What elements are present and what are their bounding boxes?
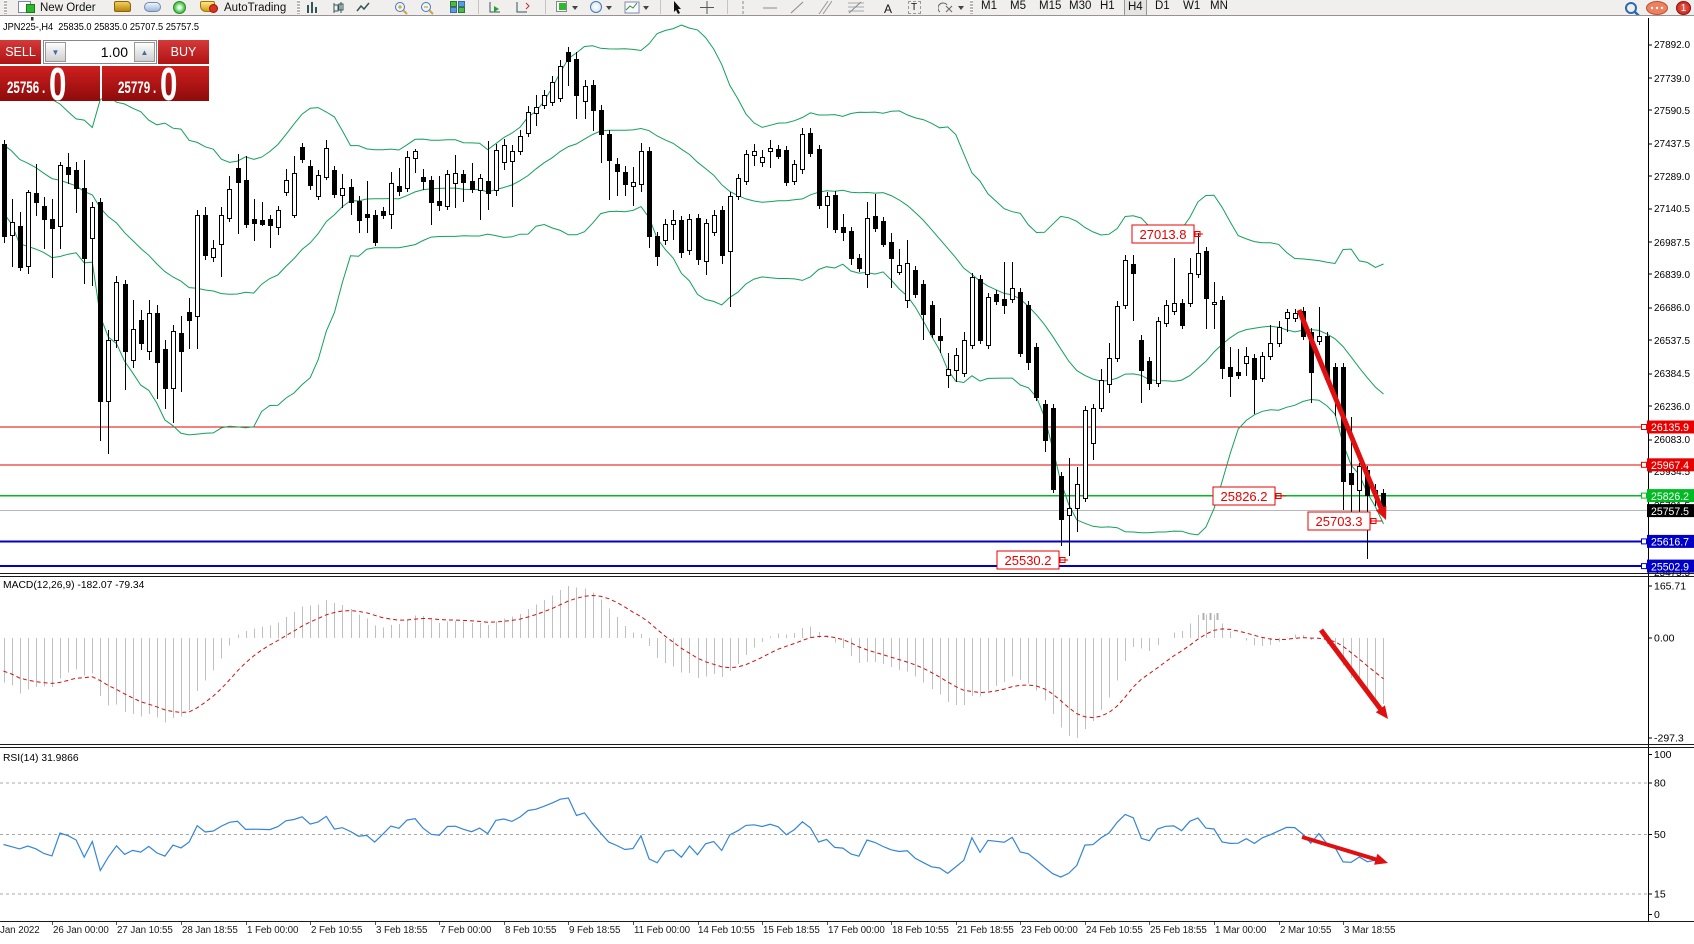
svg-text:15 Feb 18:55: 15 Feb 18:55 (763, 925, 820, 936)
svg-text:15: 15 (1654, 888, 1666, 900)
svg-text:100: 100 (1654, 749, 1672, 761)
svg-text:25502.9: 25502.9 (1651, 561, 1689, 573)
svg-text:11 Feb 00:00: 11 Feb 00:00 (634, 925, 691, 936)
svg-text:7 Feb 00:00: 7 Feb 00:00 (440, 925, 492, 936)
svg-text:MACD(12,26,9) -182.07 -79.34: MACD(12,26,9) -182.07 -79.34 (3, 580, 145, 591)
svg-text:24 Feb 10:55: 24 Feb 10:55 (1086, 925, 1143, 936)
svg-text:25 Feb 18:55: 25 Feb 18:55 (1150, 925, 1207, 936)
svg-text:25967.4: 25967.4 (1651, 460, 1689, 472)
svg-text:Jan 2022: Jan 2022 (0, 925, 40, 936)
svg-text:27140.5: 27140.5 (1654, 203, 1690, 215)
svg-text:18 Feb 10:55: 18 Feb 10:55 (892, 925, 949, 936)
svg-text:JPN225-,H4 25835.0 25835.0 25: JPN225-,H4 25835.0 25835.0 25707.5 25757… (3, 22, 199, 33)
svg-text:26 Jan 00:00: 26 Jan 00:00 (53, 925, 109, 936)
svg-text:26135.9: 26135.9 (1651, 422, 1689, 434)
svg-text:0.00: 0.00 (1654, 633, 1675, 645)
svg-text:25616.7: 25616.7 (1651, 537, 1689, 549)
svg-text:RSI(14) 31.9866: RSI(14) 31.9866 (3, 753, 79, 764)
svg-text:1 Feb 00:00: 1 Feb 00:00 (247, 925, 299, 936)
svg-text:25530.2: 25530.2 (1005, 553, 1052, 568)
svg-text:21 Feb 18:55: 21 Feb 18:55 (957, 925, 1014, 936)
svg-text:26236.0: 26236.0 (1654, 401, 1690, 413)
svg-text:26384.5: 26384.5 (1654, 368, 1690, 380)
svg-text:27013.8: 27013.8 (1140, 227, 1187, 242)
svg-text:27289.0: 27289.0 (1654, 171, 1690, 183)
svg-text:2 Feb 10:55: 2 Feb 10:55 (311, 925, 363, 936)
svg-text:80: 80 (1654, 778, 1666, 790)
svg-text:26537.5: 26537.5 (1654, 335, 1690, 347)
svg-text:27 Jan 10:55: 27 Jan 10:55 (117, 925, 173, 936)
svg-text:14 Feb 10:55: 14 Feb 10:55 (698, 925, 755, 936)
svg-text:26839.0: 26839.0 (1654, 269, 1690, 281)
svg-text:26987.5: 26987.5 (1654, 237, 1690, 249)
svg-text:25703.3: 25703.3 (1316, 514, 1363, 529)
svg-text:17 Feb 00:00: 17 Feb 00:00 (828, 925, 885, 936)
svg-text:27590.5: 27590.5 (1654, 105, 1690, 117)
svg-text:26686.0: 26686.0 (1654, 302, 1690, 314)
svg-text:26083.0: 26083.0 (1654, 434, 1690, 446)
svg-text:8 Feb 10:55: 8 Feb 10:55 (505, 925, 557, 936)
svg-text:3 Mar 18:55: 3 Mar 18:55 (1344, 925, 1396, 936)
svg-text:27739.0: 27739.0 (1654, 73, 1690, 85)
svg-text:9 Feb 18:55: 9 Feb 18:55 (569, 925, 621, 936)
svg-text:25826.2: 25826.2 (1221, 489, 1268, 504)
svg-text:27437.5: 27437.5 (1654, 138, 1690, 150)
svg-text:25757.5: 25757.5 (1651, 506, 1689, 518)
svg-text:165.71: 165.71 (1654, 581, 1686, 593)
svg-text:27892.0: 27892.0 (1654, 39, 1690, 51)
svg-text:1 Mar 00:00: 1 Mar 00:00 (1215, 925, 1267, 936)
svg-text:28 Jan 18:55: 28 Jan 18:55 (182, 925, 238, 936)
svg-text:-297.3: -297.3 (1654, 733, 1684, 745)
svg-text:23 Feb 00:00: 23 Feb 00:00 (1021, 925, 1078, 936)
svg-text:2 Mar 10:55: 2 Mar 10:55 (1280, 925, 1332, 936)
svg-text:50: 50 (1654, 829, 1666, 841)
svg-text:3 Feb 18:55: 3 Feb 18:55 (376, 925, 428, 936)
svg-text:0: 0 (1654, 909, 1660, 921)
svg-text:25826.2: 25826.2 (1651, 491, 1689, 503)
